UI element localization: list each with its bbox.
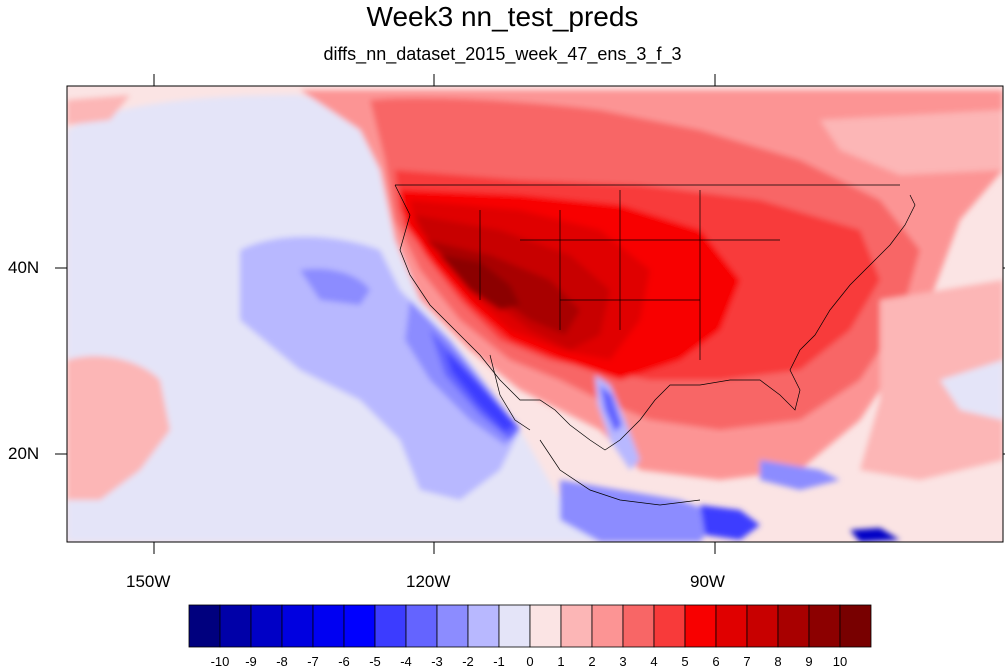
colorbar-swatch: [250, 604, 283, 648]
colorbar-swatch: [219, 604, 252, 648]
lon-label-150w: 150W: [126, 572, 171, 591]
colorbar-tick-label: 8: [774, 654, 782, 669]
colorbar-tick-label: 9: [805, 654, 813, 669]
colorbar-tick-label: 2: [588, 654, 596, 669]
colorbar-swatch: [188, 604, 221, 648]
colorbar-tick-label: 5: [681, 654, 689, 669]
colorbar-tick-label: -8: [276, 654, 288, 669]
lat-label-40n: 40N: [8, 258, 40, 277]
colorbar-tick-label: -4: [400, 654, 412, 669]
colorbar-swatch: [498, 604, 531, 648]
lon-label-90w: 90W: [690, 572, 725, 591]
colorbar-swatch: [436, 604, 469, 648]
colorbar-swatch: [777, 604, 810, 648]
colorbar-tick-label: 10: [832, 654, 848, 669]
colorbar-tick-label: 7: [743, 654, 751, 669]
map-title: Week3 nn_test_preds: [366, 1, 639, 32]
colorbar-tick-label: -1: [493, 654, 505, 669]
colorbar-swatch: [529, 604, 562, 648]
colorbar-tick-label: 6: [712, 654, 720, 669]
colorbar-tick-label: 0: [526, 654, 534, 669]
colorbar-tick-label: -3: [431, 654, 443, 669]
plot-frame: [55, 74, 1005, 554]
colorbar-swatch: [808, 604, 841, 648]
colorbar-swatch: [560, 604, 593, 648]
colorbar-tick-label: 4: [650, 654, 658, 669]
colorbar-swatch: [374, 604, 407, 648]
colorbar-swatch: [281, 604, 314, 648]
colorbar-swatch: [715, 604, 748, 648]
lon-label-120w: 120W: [406, 572, 451, 591]
field-layer: [67, 86, 1003, 542]
colorbar-swatch: [622, 604, 655, 648]
colorbar-swatch: [467, 604, 500, 648]
colorbar-swatch: [312, 604, 345, 648]
colorbar-swatch: [746, 604, 779, 648]
colorbar-tick-label: -6: [338, 654, 350, 669]
colorbar-swatch: [591, 604, 624, 648]
lat-label-20n: 20N: [8, 444, 40, 463]
colorbar-tick-label: 3: [619, 654, 627, 669]
colorbar-tick-label: -2: [462, 654, 474, 669]
colorbar-swatch: [405, 604, 438, 648]
colorbar-tick-label: 1: [557, 654, 565, 669]
colorbar-tick-label: -7: [307, 654, 319, 669]
colorbar-tick-label: -5: [369, 654, 381, 669]
colorbar-tick-label: -10: [210, 654, 230, 669]
colorbar: [188, 604, 872, 648]
colorbar-swatch: [839, 604, 872, 648]
colorbar-swatch: [343, 604, 376, 648]
colorbar-tick-label: -9: [245, 654, 257, 669]
colorbar-swatch: [653, 604, 686, 648]
map-subtitle: diffs_nn_dataset_2015_week_47_ens_3_f_3: [323, 44, 682, 64]
coastline-layer: [394, 184, 916, 506]
colorbar-swatch: [684, 604, 717, 648]
